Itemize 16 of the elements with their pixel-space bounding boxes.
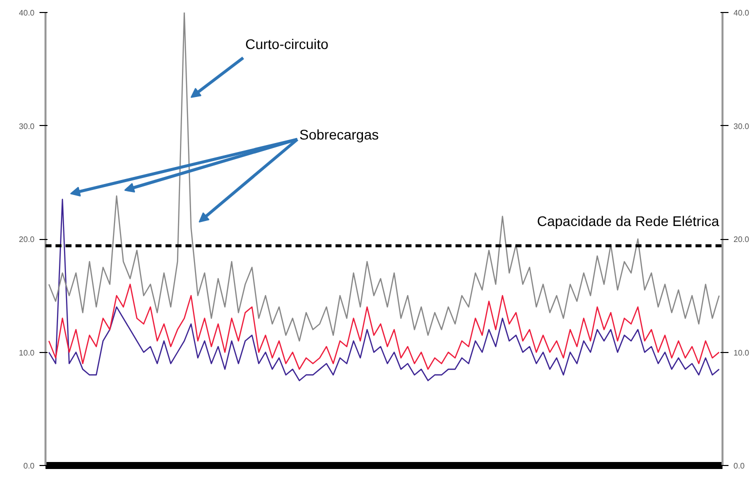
y-tick-label: 20.0 <box>18 235 36 244</box>
y2-tick-label: 10.0 <box>734 348 750 358</box>
line-series <box>48 198 720 382</box>
y-tick-label: 40.0 <box>18 8 36 18</box>
y-tick-label: 0.0 <box>23 462 36 470</box>
y2-tick-label: 0.0 <box>734 462 746 470</box>
line-series <box>48 284 720 370</box>
y2-tick-label: 20.0 <box>734 235 750 244</box>
annotation: Sobrecargas <box>299 126 379 143</box>
y-tick-label: 10.0 <box>18 348 36 358</box>
y2-tick-label: 30.0 <box>734 122 750 131</box>
y2-tick-label: 40.0 <box>734 8 750 18</box>
annotation: Curto-circuito <box>245 36 329 52</box>
line-series <box>48 12 720 342</box>
ref-line-label: Capacidade da Rede Elétrica <box>537 212 720 229</box>
y-tick-label: 30.0 <box>18 122 36 131</box>
